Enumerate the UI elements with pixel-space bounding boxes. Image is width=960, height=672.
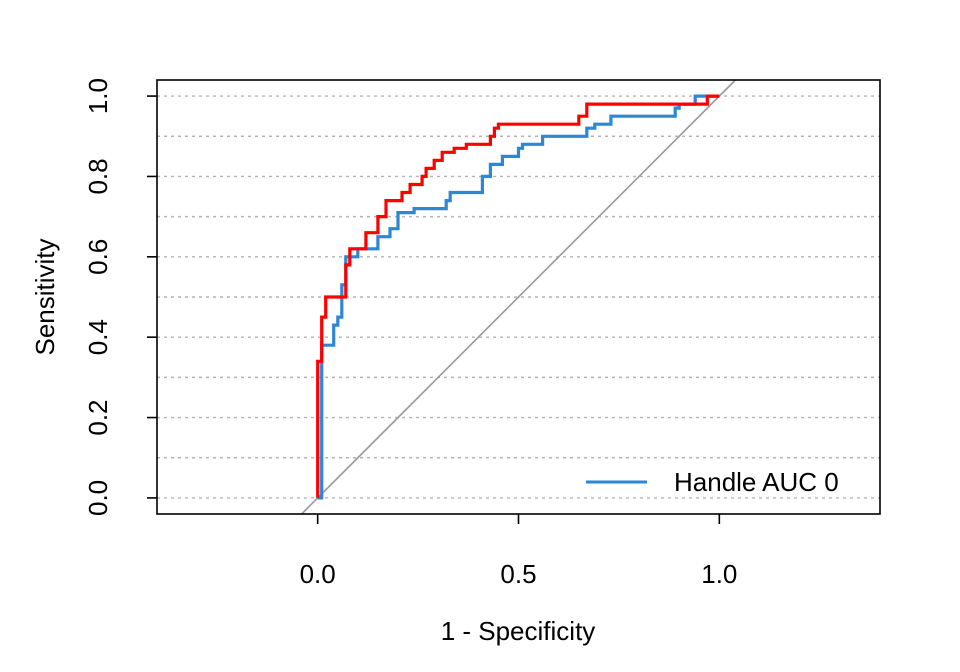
roc-curve-blue	[317, 94, 720, 500]
roc-curve-red	[316, 94, 720, 498]
x-tick-label: 0.5	[500, 559, 536, 589]
grid-lines	[157, 95, 880, 499]
legend-label-handle: Handle AUC 0	[674, 467, 839, 497]
y-tick-label: 0.8	[83, 158, 113, 194]
x-tick-label: 0.0	[300, 559, 336, 589]
y-tick-label: 0.4	[83, 319, 113, 355]
chance-diagonal-line	[301, 79, 736, 515]
y-tick-label: 0.6	[83, 239, 113, 275]
y-tick-label: 0.0	[83, 480, 113, 516]
x-axis-title: 1 - Specificity	[441, 616, 596, 646]
y-tick-label: 1.0	[83, 78, 113, 114]
y-tick-label: 0.2	[83, 399, 113, 435]
x-tick-label: 1.0	[701, 559, 737, 589]
legend: Handle AUC 0	[586, 467, 839, 497]
axis-ticks: 0.0 0.5 1.0 0.0 0.2 0.4 0.6 0.8 1.0	[83, 78, 737, 589]
roc-curves	[316, 94, 720, 500]
y-axis-title: Sensitivity	[30, 238, 60, 355]
